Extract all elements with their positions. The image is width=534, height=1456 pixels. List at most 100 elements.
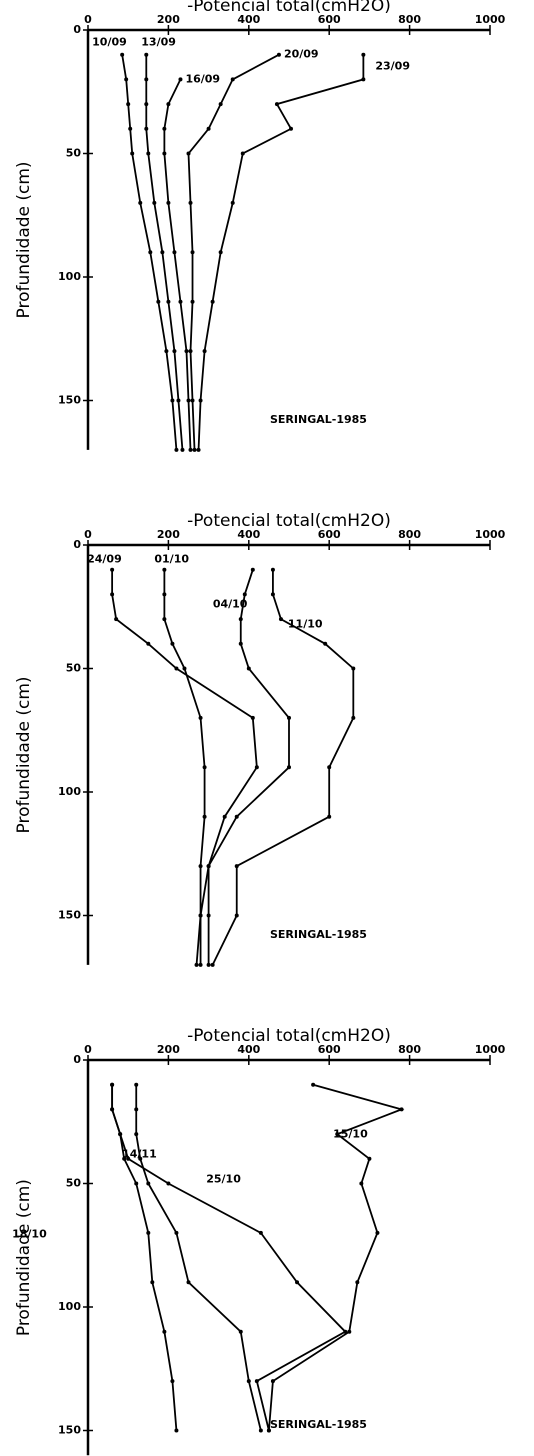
data-point <box>110 1107 115 1112</box>
data-point <box>160 250 165 255</box>
series-label: 20/09 <box>284 48 319 61</box>
data-point <box>162 126 167 131</box>
data-point <box>138 1156 143 1161</box>
series-label: 15/10 <box>333 1128 368 1141</box>
x-tick-label: 0 <box>84 528 92 541</box>
data-point <box>238 1329 243 1334</box>
data-point <box>144 77 149 82</box>
data-point <box>250 567 255 572</box>
data-point <box>230 77 235 82</box>
x-tick-label: 200 <box>157 1043 180 1056</box>
data-point <box>367 1156 372 1161</box>
data-point <box>210 299 215 304</box>
data-point <box>347 1329 352 1334</box>
data-point <box>270 592 275 597</box>
data-point <box>198 398 203 403</box>
data-point <box>218 102 223 107</box>
data-point <box>246 666 251 671</box>
data-point <box>134 1107 139 1112</box>
data-point <box>184 349 189 354</box>
data-point <box>335 1132 340 1137</box>
data-point <box>144 126 149 131</box>
data-point <box>246 1379 251 1384</box>
data-point <box>162 567 167 572</box>
data-point <box>276 52 281 57</box>
data-point <box>170 1379 175 1384</box>
data-point <box>327 765 332 770</box>
data-point <box>122 1156 127 1161</box>
data-point <box>152 200 157 205</box>
data-point <box>138 200 143 205</box>
data-point <box>110 592 115 597</box>
data-point <box>178 299 183 304</box>
data-point <box>156 299 161 304</box>
x-tick-label: 0 <box>84 1043 92 1056</box>
data-point <box>166 200 171 205</box>
x-tick-label: 400 <box>237 1043 260 1056</box>
y-tick-label: 150 <box>58 394 81 407</box>
data-point <box>210 962 215 967</box>
data-point <box>202 765 207 770</box>
data-point <box>355 1280 360 1285</box>
data-point <box>343 1329 348 1334</box>
data-point <box>164 349 169 354</box>
data-point <box>234 913 239 918</box>
data-point <box>178 77 183 82</box>
series-line <box>163 79 192 450</box>
data-point <box>238 641 243 646</box>
data-point <box>176 398 181 403</box>
data-point <box>134 1082 139 1087</box>
x-tick-label: 600 <box>318 13 341 26</box>
data-point <box>206 962 211 967</box>
data-point <box>146 1181 151 1186</box>
data-point <box>144 52 149 57</box>
y-axis-title: Profundidade (cm) <box>14 1179 34 1336</box>
data-point <box>198 962 203 967</box>
y-tick-label: 0 <box>73 23 81 36</box>
series-line <box>111 1084 178 1431</box>
data-point <box>270 1379 275 1384</box>
data-point <box>120 52 125 57</box>
data-point <box>274 102 279 107</box>
data-point <box>196 447 201 452</box>
data-point <box>258 1428 263 1433</box>
annotation: SERINGAL-1985 <box>270 413 367 426</box>
y-tick-label: 50 <box>66 662 82 675</box>
data-point <box>126 102 131 107</box>
y-tick-label: 150 <box>58 909 81 922</box>
series-label: 04/10 <box>213 598 248 611</box>
data-point <box>266 1428 271 1433</box>
data-point <box>110 1082 115 1087</box>
data-point <box>114 617 119 622</box>
x-tick-label: 400 <box>237 13 260 26</box>
data-point <box>254 765 259 770</box>
series-label: 24/09 <box>87 553 122 566</box>
data-point <box>162 617 167 622</box>
x-tick-label: 1000 <box>475 1043 506 1056</box>
data-point <box>190 250 195 255</box>
series-label: 01/10 <box>154 553 189 566</box>
x-tick-label: 0 <box>84 13 92 26</box>
series-label: 11/10 <box>288 618 323 631</box>
x-axis-title: -Potencial total(cmH2O) <box>187 511 391 531</box>
y-tick-label: 150 <box>58 1424 81 1437</box>
data-point <box>234 864 239 869</box>
data-point <box>166 1181 171 1186</box>
series-line <box>197 54 365 450</box>
x-tick-label: 200 <box>157 13 180 26</box>
data-point <box>254 1379 259 1384</box>
data-point <box>162 592 167 597</box>
data-point <box>162 151 167 156</box>
data-point <box>146 151 151 156</box>
data-point <box>174 1230 179 1235</box>
data-point <box>170 398 175 403</box>
data-point <box>166 299 171 304</box>
data-point <box>258 1230 263 1235</box>
series-line <box>111 1084 347 1431</box>
data-point <box>206 126 211 131</box>
data-point <box>180 447 185 452</box>
series-line <box>211 569 355 966</box>
data-point <box>399 1107 404 1112</box>
data-point <box>327 814 332 819</box>
